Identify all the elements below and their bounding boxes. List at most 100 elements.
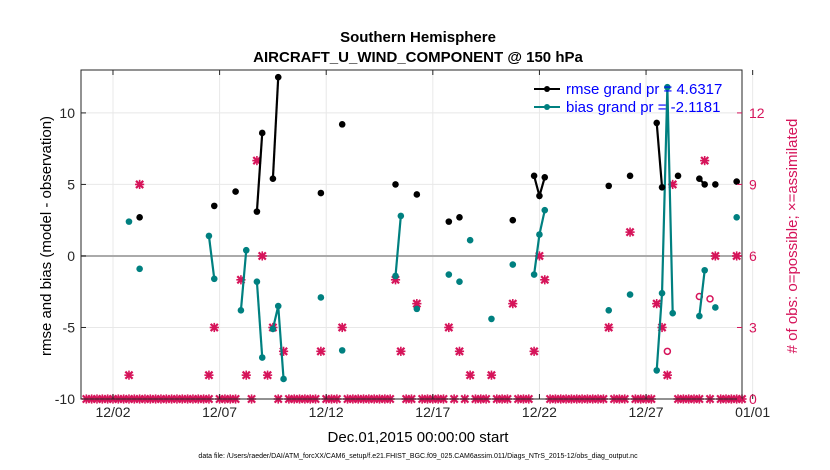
obs-assimilated-point	[652, 299, 662, 309]
x-tick-label: 12/12	[309, 404, 344, 420]
rmse-point	[136, 214, 143, 221]
bias-line	[698, 270, 706, 317]
rmse-point	[653, 119, 661, 127]
bias-point	[653, 367, 661, 374]
obs-assimilated-point	[124, 370, 134, 380]
obs-assimilated-point	[662, 370, 672, 380]
bias-point	[664, 83, 671, 91]
series-layer	[81, 73, 747, 404]
bias-point	[712, 304, 719, 311]
rmse-point	[712, 181, 719, 188]
bias-line	[394, 215, 402, 277]
rmse-point	[696, 175, 703, 183]
bias-point	[205, 232, 213, 240]
rmse-point	[210, 202, 218, 210]
rmse-point	[258, 129, 266, 137]
rmse-point	[605, 182, 613, 190]
bias-point	[338, 347, 346, 354]
bias-point	[136, 265, 143, 273]
y-tick-label: -5	[63, 319, 76, 335]
y-tick-label: 5	[67, 176, 75, 192]
bias-point	[488, 315, 495, 323]
y-tick-label: 0	[67, 248, 75, 264]
bias-point	[696, 312, 703, 320]
rmse-point	[338, 121, 346, 128]
legend-rmse: rmse grand pr = 4.6317	[566, 81, 722, 98]
rmse-point	[274, 73, 282, 81]
bias-point	[269, 325, 277, 333]
bias-point	[456, 278, 463, 286]
obs-assimilated-point	[465, 370, 475, 380]
obs-assimilated-point	[135, 179, 145, 190]
obs-assimilated-point	[204, 370, 214, 380]
rmse-point	[456, 214, 463, 221]
bias-point	[445, 271, 453, 278]
obs-assimilated-point	[700, 155, 710, 166]
rmse-point	[253, 208, 261, 215]
obs-assimilated-point	[710, 251, 720, 261]
bias-point	[509, 261, 517, 268]
bias-point	[258, 354, 266, 361]
y-axis-label: rmse and bias (model - observation)	[38, 116, 55, 356]
y2-tick-label: 0	[749, 391, 757, 407]
bias-point	[280, 375, 287, 383]
x-tick-label: 12/02	[95, 404, 130, 420]
bias-line	[271, 305, 285, 380]
bias-point	[669, 309, 677, 317]
legend: rmse grand pr = 4.6317 bias grand pr = -…	[534, 81, 722, 116]
y-tick-label: 10	[59, 105, 75, 121]
y2-tick-label: 12	[749, 105, 765, 121]
legend-bias-marker	[544, 104, 550, 110]
rmse-point	[658, 183, 666, 191]
bias-line	[255, 281, 264, 358]
obs-assimilated-point	[732, 251, 742, 261]
obs-assimilated-point	[396, 346, 406, 356]
obs-assimilated-point	[486, 370, 497, 380]
rmse-point	[413, 191, 421, 198]
x-tick-label: 01/01	[735, 404, 770, 420]
rmse-point	[733, 178, 740, 185]
obs-assimilated-point	[508, 299, 518, 309]
obs-assimilated-point	[540, 275, 550, 285]
obs-possible-point	[706, 295, 714, 303]
bias-point	[466, 236, 474, 244]
rmse-point	[445, 218, 453, 225]
rmse-line	[271, 77, 280, 179]
legend-rmse-marker	[544, 86, 550, 92]
rmse-point	[701, 181, 708, 188]
obs-assimilated-point	[444, 322, 454, 333]
chart-subtitle: AIRCRAFT_U_WIND_COMPONENT @ 150 hPa	[253, 49, 583, 66]
rmse-point	[392, 181, 399, 188]
x-tick-label: 12/17	[415, 404, 450, 420]
obs-assimilated-point	[262, 370, 273, 380]
y-tick-label: -10	[55, 391, 75, 407]
bias-point	[733, 214, 740, 221]
bias-point	[210, 275, 218, 283]
obs-assimilated-point	[625, 227, 635, 237]
obs-assimilated-point	[529, 346, 539, 356]
x-tick-label: 12/07	[202, 404, 237, 420]
bias-line	[655, 87, 674, 371]
rmse-line	[655, 122, 664, 188]
rmse-point	[626, 172, 634, 180]
rmse-point	[541, 173, 549, 181]
bias-point	[317, 294, 325, 301]
grid	[81, 70, 754, 400]
bias-point	[658, 289, 666, 297]
rmse-point	[530, 172, 538, 180]
bias-point	[253, 278, 261, 286]
bias-point	[242, 246, 250, 254]
rmse-point	[269, 175, 277, 183]
obs-assimilated-point	[209, 322, 219, 333]
x-axis-label: Dec.01,2015 00:00:00 start	[328, 429, 510, 446]
obs-assimilated-point	[454, 346, 465, 356]
obs-assimilated-point	[257, 251, 267, 261]
bias-point	[392, 272, 399, 280]
bias-line	[239, 250, 248, 311]
bias-point	[413, 305, 421, 313]
bias-point	[541, 206, 549, 214]
bias-point	[701, 266, 708, 274]
rmse-point	[509, 216, 517, 224]
x-tick-label: 12/27	[629, 404, 664, 420]
